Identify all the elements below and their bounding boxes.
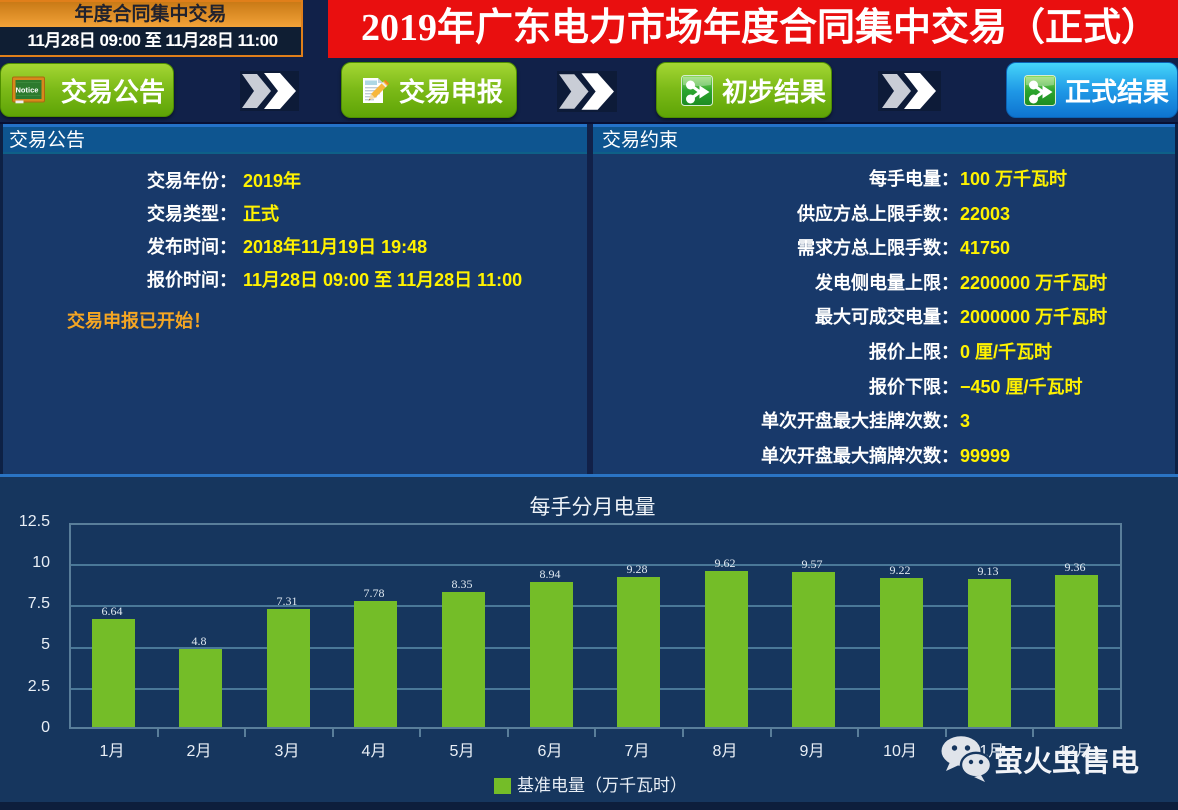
svg-text:Notice: Notice (16, 86, 39, 95)
